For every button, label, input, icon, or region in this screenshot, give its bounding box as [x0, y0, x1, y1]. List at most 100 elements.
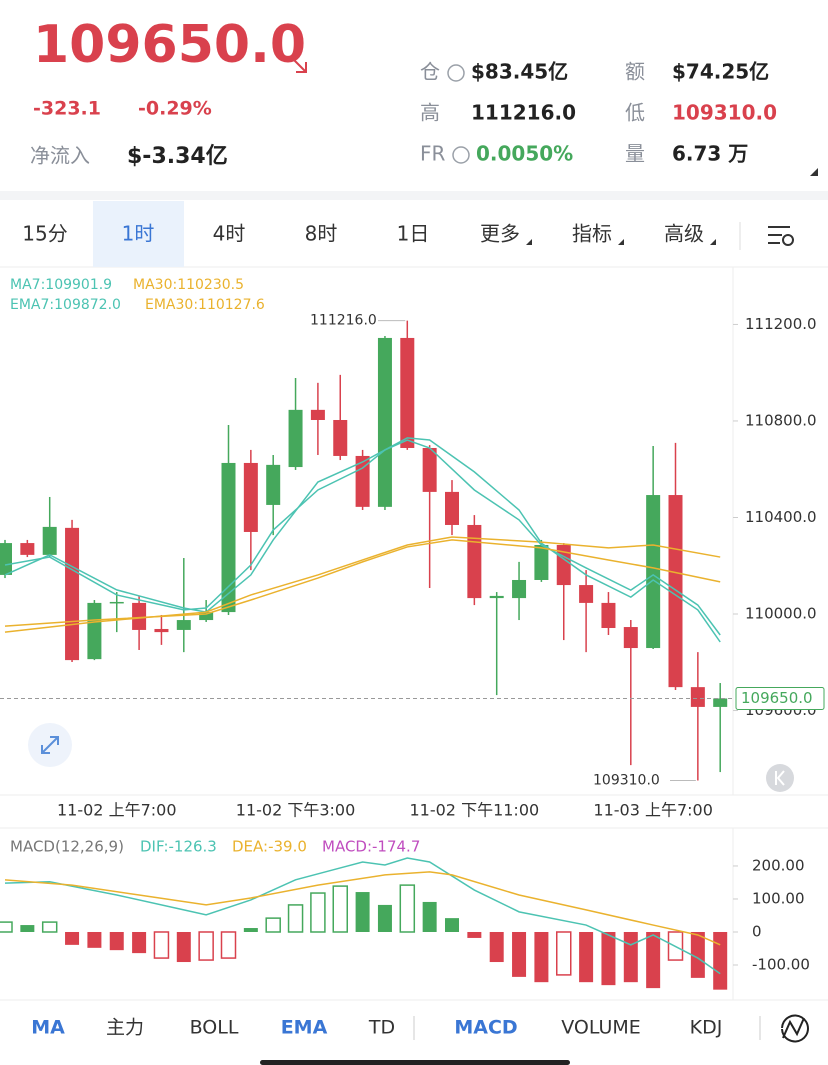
max-label: 111216.0 — [310, 313, 377, 329]
indicator-tab[interactable]: 主力 — [106, 1017, 144, 1039]
candle-body — [355, 455, 370, 507]
corner-triangle — [810, 168, 818, 176]
macd-bar — [713, 931, 728, 990]
tab[interactable]: 4时 — [213, 222, 246, 246]
indicator-tab[interactable]: MACD — [454, 1017, 517, 1039]
tab[interactable]: 15分 — [22, 222, 67, 246]
macd-bar — [422, 901, 437, 932]
macd-bar — [243, 928, 258, 932]
y-tick-label: -100.00 — [752, 956, 810, 974]
indicator-tab[interactable]: MA — [31, 1017, 65, 1039]
dropdown-mark — [526, 239, 532, 245]
stat-label: 低 — [625, 101, 645, 125]
indicator-line — [4, 536, 721, 633]
legend-entry: MACD:-174.7 — [322, 838, 420, 856]
indicator-line — [4, 871, 721, 946]
candle-body — [579, 585, 594, 603]
tab[interactable]: 1时 — [122, 222, 155, 246]
tab[interactable]: 1日 — [397, 222, 430, 246]
macd-bar — [445, 918, 459, 932]
stat-label: 高 — [420, 101, 440, 125]
info-icon[interactable] — [452, 146, 470, 164]
legend-entry: DIF:-126.3 — [140, 838, 217, 856]
indicator-tab[interactable]: EMA — [281, 1017, 328, 1039]
macd-bar — [399, 884, 416, 933]
last-price-tag — [735, 686, 825, 710]
macd-bar — [220, 931, 237, 959]
candle-body — [467, 524, 482, 599]
macd-bar — [646, 931, 661, 989]
y-tick-label: 100.00 — [752, 889, 805, 907]
indicator-tab[interactable]: KDJ — [690, 1017, 723, 1039]
macd-bar — [176, 931, 191, 963]
candle-body — [646, 495, 661, 649]
candle-body — [713, 698, 728, 707]
macd-bar — [20, 925, 35, 932]
indicator-tab[interactable]: VOLUME — [561, 1017, 641, 1039]
y-tick-label: 111200.0 — [745, 315, 817, 333]
tab[interactable]: 8时 — [305, 222, 338, 246]
candle-body — [109, 601, 124, 604]
macd-bar — [332, 885, 348, 933]
macd-bar — [87, 931, 102, 948]
indicator-tab[interactable]: BOLL — [190, 1017, 239, 1039]
macd-bar — [623, 931, 638, 983]
y-tick-label: 200.00 — [752, 856, 805, 874]
macd-bar — [489, 931, 504, 963]
indicator-line — [4, 439, 721, 636]
macd-bar — [377, 904, 392, 932]
candle-body — [87, 602, 102, 660]
candle-body — [333, 419, 348, 456]
stat-value: $74.25亿 — [672, 60, 769, 84]
legend-entry: MA30:110230.5 — [133, 277, 244, 293]
candle-body — [154, 628, 169, 633]
icon-gear — [782, 234, 794, 246]
macd-bar — [287, 904, 304, 933]
stat-value: 6.73 万 — [672, 142, 748, 166]
candle-body — [0, 543, 12, 575]
macd-bar — [109, 931, 124, 951]
stat-value: 111216.0 — [471, 101, 576, 125]
candle-body — [288, 409, 303, 468]
dropdown-mark — [618, 239, 624, 245]
candle-body — [400, 337, 415, 448]
active-tab-bg[interactable] — [93, 201, 184, 267]
settings-icon[interactable] — [768, 226, 794, 246]
macd-bar — [0, 921, 13, 933]
dropdown-mark — [710, 239, 716, 245]
last-price-label: 109650.0 — [741, 689, 813, 707]
candle-body — [512, 579, 527, 599]
chart-icon[interactable] — [781, 1014, 809, 1043]
indicator-tab[interactable]: TD — [368, 1017, 395, 1039]
macd-bar — [512, 931, 527, 977]
down-arrow — [291, 57, 307, 73]
reset-button[interactable] — [766, 764, 794, 792]
legend-entry: MA7:109901.9 — [10, 277, 112, 293]
legend-entry: EMA7:109872.0 — [10, 297, 121, 313]
candle-body — [422, 447, 437, 492]
candle-body — [601, 602, 616, 629]
x-tick-label: 11-02 下午3:00 — [236, 801, 356, 820]
tab[interactable]: 高级 — [664, 222, 704, 246]
y-tick-label: 0 — [752, 922, 762, 940]
info-icon[interactable] — [447, 64, 465, 82]
candle-body — [690, 687, 705, 707]
macd-bar — [65, 931, 80, 945]
legend-entry: EMA30:110127.6 — [145, 297, 265, 313]
stat-value: 109310.0 — [672, 101, 777, 125]
stat-label: 仓 — [420, 60, 440, 84]
macd-bar — [467, 931, 482, 938]
stat-value: 0.0050% — [476, 142, 573, 166]
candle-body — [221, 462, 236, 613]
change-pct: -0.29% — [138, 98, 212, 120]
indicator-line — [4, 539, 721, 627]
stat-label: FR — [420, 142, 446, 166]
tab[interactable]: 更多 — [480, 222, 520, 246]
tab[interactable]: 指标 — [572, 222, 612, 246]
stat-label: 额 — [625, 60, 645, 84]
expand-icon — [41, 736, 59, 754]
candle-body — [20, 543, 35, 555]
stat-value: $83.45亿 — [471, 60, 568, 84]
macd-bar — [41, 921, 58, 933]
